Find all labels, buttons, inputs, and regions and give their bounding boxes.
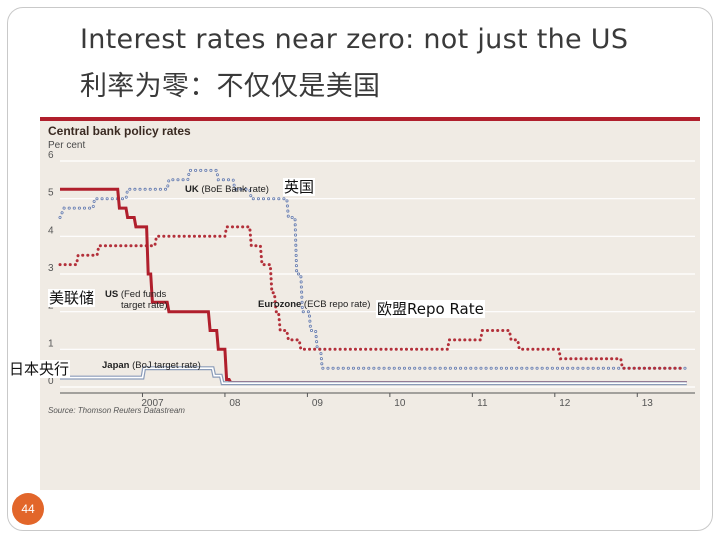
- chart-subtitle: Per cent: [48, 140, 85, 151]
- slide-number-badge: 44: [12, 493, 44, 525]
- tick-layer: 01234562007080910111213: [48, 150, 653, 409]
- series-line-solid: [60, 187, 687, 384]
- chart-panel: Central bank policy rates Per cent UK (B…: [40, 117, 700, 490]
- series-line-double-inner: [60, 367, 687, 384]
- y-tick-label: 6: [48, 150, 54, 161]
- policy-rate-chart: Central bank policy rates Per cent UK (B…: [40, 117, 700, 415]
- x-tick-label: 13: [642, 398, 654, 409]
- series-label-main: UK: [185, 184, 201, 195]
- series-line-dotted: [58, 225, 685, 370]
- annotation-japan: 日本央行: [8, 360, 71, 378]
- chart-title: Central bank policy rates: [48, 124, 191, 138]
- series-layer: [58, 168, 689, 386]
- series-line-dotted: [58, 168, 689, 370]
- y-tick-label: 3: [48, 263, 54, 274]
- series-2: [60, 187, 687, 384]
- chart-top-accent: [40, 117, 700, 121]
- series-label-1: Eurozone (ECB repo rate): [258, 299, 370, 310]
- chart-source: Source: Thomson Reuters Datastream: [48, 406, 185, 415]
- x-tick-label: 10: [394, 398, 406, 409]
- series-3: [60, 366, 687, 386]
- y-tick-label: 0: [48, 376, 54, 387]
- annotation-eurozone: 欧盟Repo Rate: [376, 300, 485, 318]
- x-tick-label: 08: [229, 398, 241, 409]
- y-tick-label: 4: [48, 225, 54, 236]
- y-tick-label: 5: [48, 188, 54, 199]
- grid-layer: [60, 160, 695, 394]
- series-label-detail: (BoE Bank rate): [201, 184, 269, 195]
- annotation-uk: 英国: [283, 178, 316, 196]
- series-label-3: Japan (BoJ target rate): [102, 360, 201, 371]
- series-1: [58, 225, 685, 370]
- y-tick-label: 1: [48, 338, 54, 349]
- series-line-dot-center: [59, 169, 688, 369]
- series-label-main: Japan: [102, 360, 132, 371]
- series-label-main: US: [105, 289, 121, 300]
- slide-title-english: Interest rates near zero: not just the U…: [80, 24, 629, 55]
- x-tick-label: 11: [477, 398, 488, 409]
- annotation-us: 美联储: [48, 289, 96, 307]
- x-tick-label: 2007: [141, 398, 164, 409]
- series-label-detail: (ECB repo rate): [304, 299, 371, 310]
- series-label-detail-line2: target rate): [121, 300, 167, 311]
- series-label-detail: (BoJ target rate): [132, 360, 201, 371]
- series-0: [58, 168, 689, 370]
- series-label-main: Eurozone: [258, 299, 304, 310]
- slide-title-chinese: 利率为零：不仅仅是美国: [80, 71, 381, 102]
- series-label-0: UK (BoE Bank rate): [185, 184, 269, 195]
- series-label-2: US (Fed funds: [105, 289, 167, 300]
- x-tick-label: 09: [312, 398, 324, 409]
- series-label-layer: UK (BoE Bank rate) Eurozone (ECB repo rat…: [102, 184, 370, 371]
- series-label-detail: (Fed funds: [121, 289, 167, 300]
- x-tick-label: 12: [559, 398, 571, 409]
